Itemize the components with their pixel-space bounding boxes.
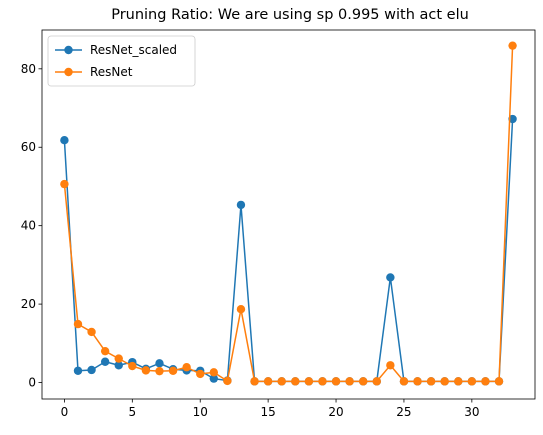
data-point: [345, 377, 354, 386]
data-point: [182, 363, 191, 372]
data-point: [114, 354, 123, 363]
data-point: [372, 377, 381, 386]
legend-item: ResNet_scaled: [55, 43, 177, 57]
data-point: [128, 361, 137, 371]
data-point: [100, 346, 110, 356]
data-point: [73, 366, 83, 375]
series-line: [63, 118, 514, 383]
data-point: [399, 377, 409, 386]
data-point: [209, 368, 219, 377]
series-resnet: [60, 41, 517, 386]
x-tick-label: 10: [193, 405, 208, 419]
data-point: [467, 377, 477, 386]
y-tick-label: 0: [28, 376, 36, 390]
data-point: [60, 135, 69, 145]
data-point: [508, 114, 517, 124]
legend: ResNet_scaled ResNet: [47, 35, 196, 87]
y-axis: 0 20 40 60 80: [21, 62, 42, 390]
data-point: [358, 377, 368, 386]
data-point: [508, 41, 517, 50]
chart-title: Pruning Ratio: We are using sp 0.995 wit…: [111, 7, 469, 23]
x-tick-label: 30: [464, 405, 479, 419]
y-tick-label: 40: [21, 219, 36, 233]
data-point: [426, 377, 436, 386]
y-tick-label: 80: [21, 62, 36, 76]
data-point: [236, 305, 246, 314]
data-point: [155, 366, 164, 376]
x-axis: 0 5 10 15 20 25 30: [61, 399, 479, 419]
x-tick-label: 5: [128, 405, 136, 419]
x-tick-label: 15: [260, 405, 275, 419]
data-point: [440, 377, 449, 386]
data-point: [100, 357, 110, 366]
data-point: [73, 319, 83, 329]
data-point: [87, 365, 96, 375]
data-point: [60, 179, 69, 189]
data-point: [87, 327, 96, 337]
series-layer: [60, 41, 517, 386]
data-point: [236, 200, 246, 210]
series-line: [63, 45, 514, 383]
legend-label: ResNet: [90, 65, 133, 79]
data-point: [277, 377, 286, 386]
legend-label: ResNet_scaled: [90, 43, 177, 57]
legend-marker: [64, 67, 73, 77]
data-point: [386, 361, 395, 370]
data-point: [413, 377, 422, 386]
data-point: [291, 377, 300, 386]
data-point: [114, 361, 123, 370]
plot-area: [41, 29, 536, 400]
data-point: [209, 374, 219, 383]
data-point: [155, 359, 164, 368]
data-point: [223, 376, 232, 386]
y-tick-label: 20: [21, 297, 36, 311]
legend-item: ResNet: [55, 65, 133, 79]
data-point: [318, 377, 327, 386]
data-point: [263, 377, 273, 386]
series-resnet-scaled: [60, 114, 517, 386]
data-point: [331, 377, 341, 386]
data-point: [386, 273, 395, 282]
x-tick-label: 20: [328, 405, 343, 419]
data-point: [304, 377, 314, 386]
axes-frame: [41, 29, 536, 400]
data-point: [494, 377, 504, 386]
x-tick-label: 25: [396, 405, 411, 419]
legend-box: [47, 35, 196, 87]
data-point: [481, 377, 490, 386]
x-tick-label: 0: [61, 405, 69, 419]
data-point: [196, 369, 205, 379]
legend-marker: [64, 45, 73, 55]
data-point: [454, 377, 463, 386]
data-point: [141, 366, 151, 375]
y-tick-label: 60: [21, 140, 36, 154]
data-point: [250, 377, 259, 386]
data-point: [168, 366, 178, 375]
